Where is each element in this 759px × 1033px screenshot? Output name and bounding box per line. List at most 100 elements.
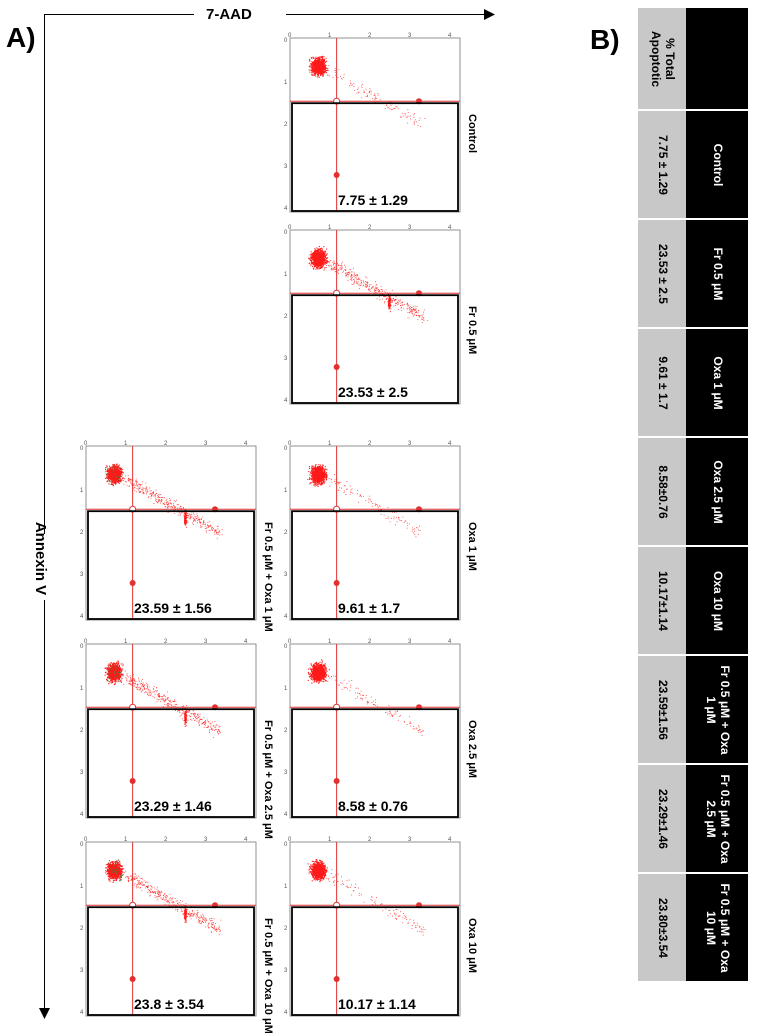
tick-label: 0 [288, 441, 292, 447]
tick-label: 3 [204, 837, 208, 843]
event-dots [104, 463, 223, 539]
apoptotic-percent-label: 23.29 ± 1.46 [134, 798, 212, 814]
tick-label: 0 [288, 33, 292, 39]
event-dots [308, 55, 426, 127]
tick-label: 1 [80, 884, 84, 890]
event-dots [308, 246, 429, 323]
tick-label: 4 [284, 398, 288, 404]
apoptotic-gate-region [87, 708, 255, 818]
tick-label: 1 [328, 33, 332, 39]
tick-label: 0 [288, 225, 292, 231]
table-row: 23.59±1.56 Fr 0.5 μM + Oxa 1 μM [638, 655, 748, 765]
tick-label: 2 [284, 314, 288, 320]
plot-frame [289, 37, 461, 213]
table-cell-value: 7.75 ± 1.29 [655, 134, 670, 195]
apoptotic-gate-region [87, 510, 255, 620]
gate-handle-bottom [129, 778, 136, 784]
table-cell-condition: Fr 0.5 μM + Oxa 2.5 μM [704, 773, 732, 864]
table-row: 8.58±0.76 Oxa 2.5 μM [638, 437, 748, 547]
dot-plot-svg: 00 1 1 2 2 3 3 4 4 [80, 837, 257, 1017]
tick-label: 3 [204, 639, 208, 645]
event-dots [105, 859, 222, 935]
tick-label: 3 [204, 441, 208, 447]
tick-label: 4 [284, 206, 288, 212]
sample-label: Fr 0.5 μM + Oxa 10 μM [262, 918, 274, 1033]
table-cell-value: 23.80±3.54 [655, 897, 670, 958]
gate-handle-bottom [129, 976, 136, 982]
y-axis-title: Annexin V [32, 521, 50, 596]
tick-label: 4 [448, 639, 452, 645]
dot-plot-svg: 00 1 1 2 2 3 3 4 4 [284, 837, 461, 1017]
tick-label: 1 [80, 488, 84, 494]
tick-label: 4 [80, 812, 84, 818]
tick-label: 2 [164, 441, 168, 447]
plot-frame [85, 841, 257, 1017]
tick-label: 2 [284, 728, 288, 734]
table-header-value: % Total Apoptotic [649, 30, 677, 87]
flow-plot-fr-oxa1: 0 0 1 1 2 2 3 3 4 4 23.59 ± 1.56 Fr 0.5 μM + Oxa 1 … [80, 441, 274, 632]
apoptotic-percent-label: 23.53 ± 2.5 [338, 384, 408, 400]
table-header-row: % Total Apoptotic [638, 8, 748, 111]
dot-plot-svg: 00 1 1 2 2 3 3 4 4 [284, 225, 461, 405]
tick-label: 0 [84, 639, 88, 645]
tick-label: 4 [448, 33, 452, 39]
tick-label: 1 [328, 441, 332, 447]
apoptosis-summary-table: % Total Apoptotic 7.75 ± 1.29 Control 23… [638, 8, 748, 983]
tick-label: 2 [164, 639, 168, 645]
apoptotic-gate-region [291, 708, 459, 818]
sample-label: Fr 0.5 μM [466, 306, 478, 355]
tick-label: 4 [80, 1010, 84, 1016]
tick-label: 2 [284, 122, 288, 128]
apoptotic-percent-label: 8.58 ± 0.76 [338, 798, 408, 814]
sample-label: Fr 0.5 μM + Oxa 2.5 μM [262, 720, 274, 839]
table-cell-value: 23.53 ± 2.5 [655, 243, 670, 304]
tick-label: 4 [284, 1010, 288, 1016]
table-cell-condition: Fr 0.5 μM + Oxa 10 μM [704, 882, 732, 973]
tick-label: 2 [368, 33, 372, 39]
flow-plot-oxa1: 0 0 1 1 2 2 3 3 4 4 9.61 ± 1.7 Oxa 1 μM [284, 441, 478, 622]
table-row: 23.29±1.46 Fr 0.5 μM + Oxa 2.5 μM [638, 764, 748, 874]
panel-a-label: A) [6, 22, 36, 53]
dot-plot-svg: 00 1 1 2 2 3 3 4 4 [284, 441, 461, 621]
tick-label: 4 [244, 639, 248, 645]
flow-plot-oxa10: 0 0 1 1 2 2 3 3 4 4 10.17 ± 1.14 Oxa 10 μM [284, 837, 478, 1018]
tick-label: 4 [244, 441, 248, 447]
tick-label: 3 [408, 441, 412, 447]
sample-label: Oxa 2.5 μM [466, 720, 478, 779]
plot-frame [289, 229, 461, 405]
table-cell-condition: Oxa 10 μM [710, 570, 725, 631]
table-cell-condition: Fr 0.5 μM [710, 247, 725, 300]
sample-label: Fr 0.5 μM + Oxa 1 μM [262, 522, 274, 632]
apoptotic-gate-region [87, 906, 255, 1016]
flow-plot-fr05: 0 0 1 1 2 2 3 3 4 4 23.53 ± 2.5 Fr 0.5 μM [284, 225, 478, 406]
tick-label: 1 [328, 639, 332, 645]
apoptotic-percent-label: 7.75 ± 1.29 [338, 192, 408, 208]
tick-label: 3 [408, 639, 412, 645]
apoptotic-gate-region [291, 102, 459, 212]
flow-plot-control: 0 0 1 1 2 2 3 3 4 4 7.75 ± 1.29 Control [284, 33, 478, 214]
event-dots [307, 464, 421, 538]
apoptotic-percent-label: 23.59 ± 1.56 [134, 600, 212, 616]
table-cell-condition: Fr 0.5 μM + Oxa 1 μM [704, 664, 732, 755]
tick-label: 4 [448, 837, 452, 843]
event-dots [307, 859, 426, 936]
tick-label: 0 [284, 38, 288, 44]
tick-label: 4 [284, 614, 288, 620]
plot-frame [289, 643, 461, 819]
tick-label: 4 [448, 441, 452, 447]
tick-label: 0 [284, 446, 288, 452]
table-cell-value: 10.17±1.14 [655, 570, 670, 631]
y-axis-arrowhead [39, 1008, 50, 1019]
tick-label: 0 [284, 230, 288, 236]
tick-label: 3 [408, 837, 412, 843]
table-cell-condition: Oxa 1 μM [710, 355, 725, 410]
apoptotic-percent-label: 10.17 ± 1.14 [338, 996, 416, 1012]
tick-label: 3 [284, 770, 288, 776]
tick-label: 2 [368, 441, 372, 447]
plot-frame [85, 643, 257, 819]
tick-label: 3 [284, 356, 288, 362]
tick-label: 3 [80, 770, 84, 776]
tick-label: 2 [368, 837, 372, 843]
tick-label: 1 [80, 686, 84, 692]
tick-label: 3 [80, 572, 84, 578]
